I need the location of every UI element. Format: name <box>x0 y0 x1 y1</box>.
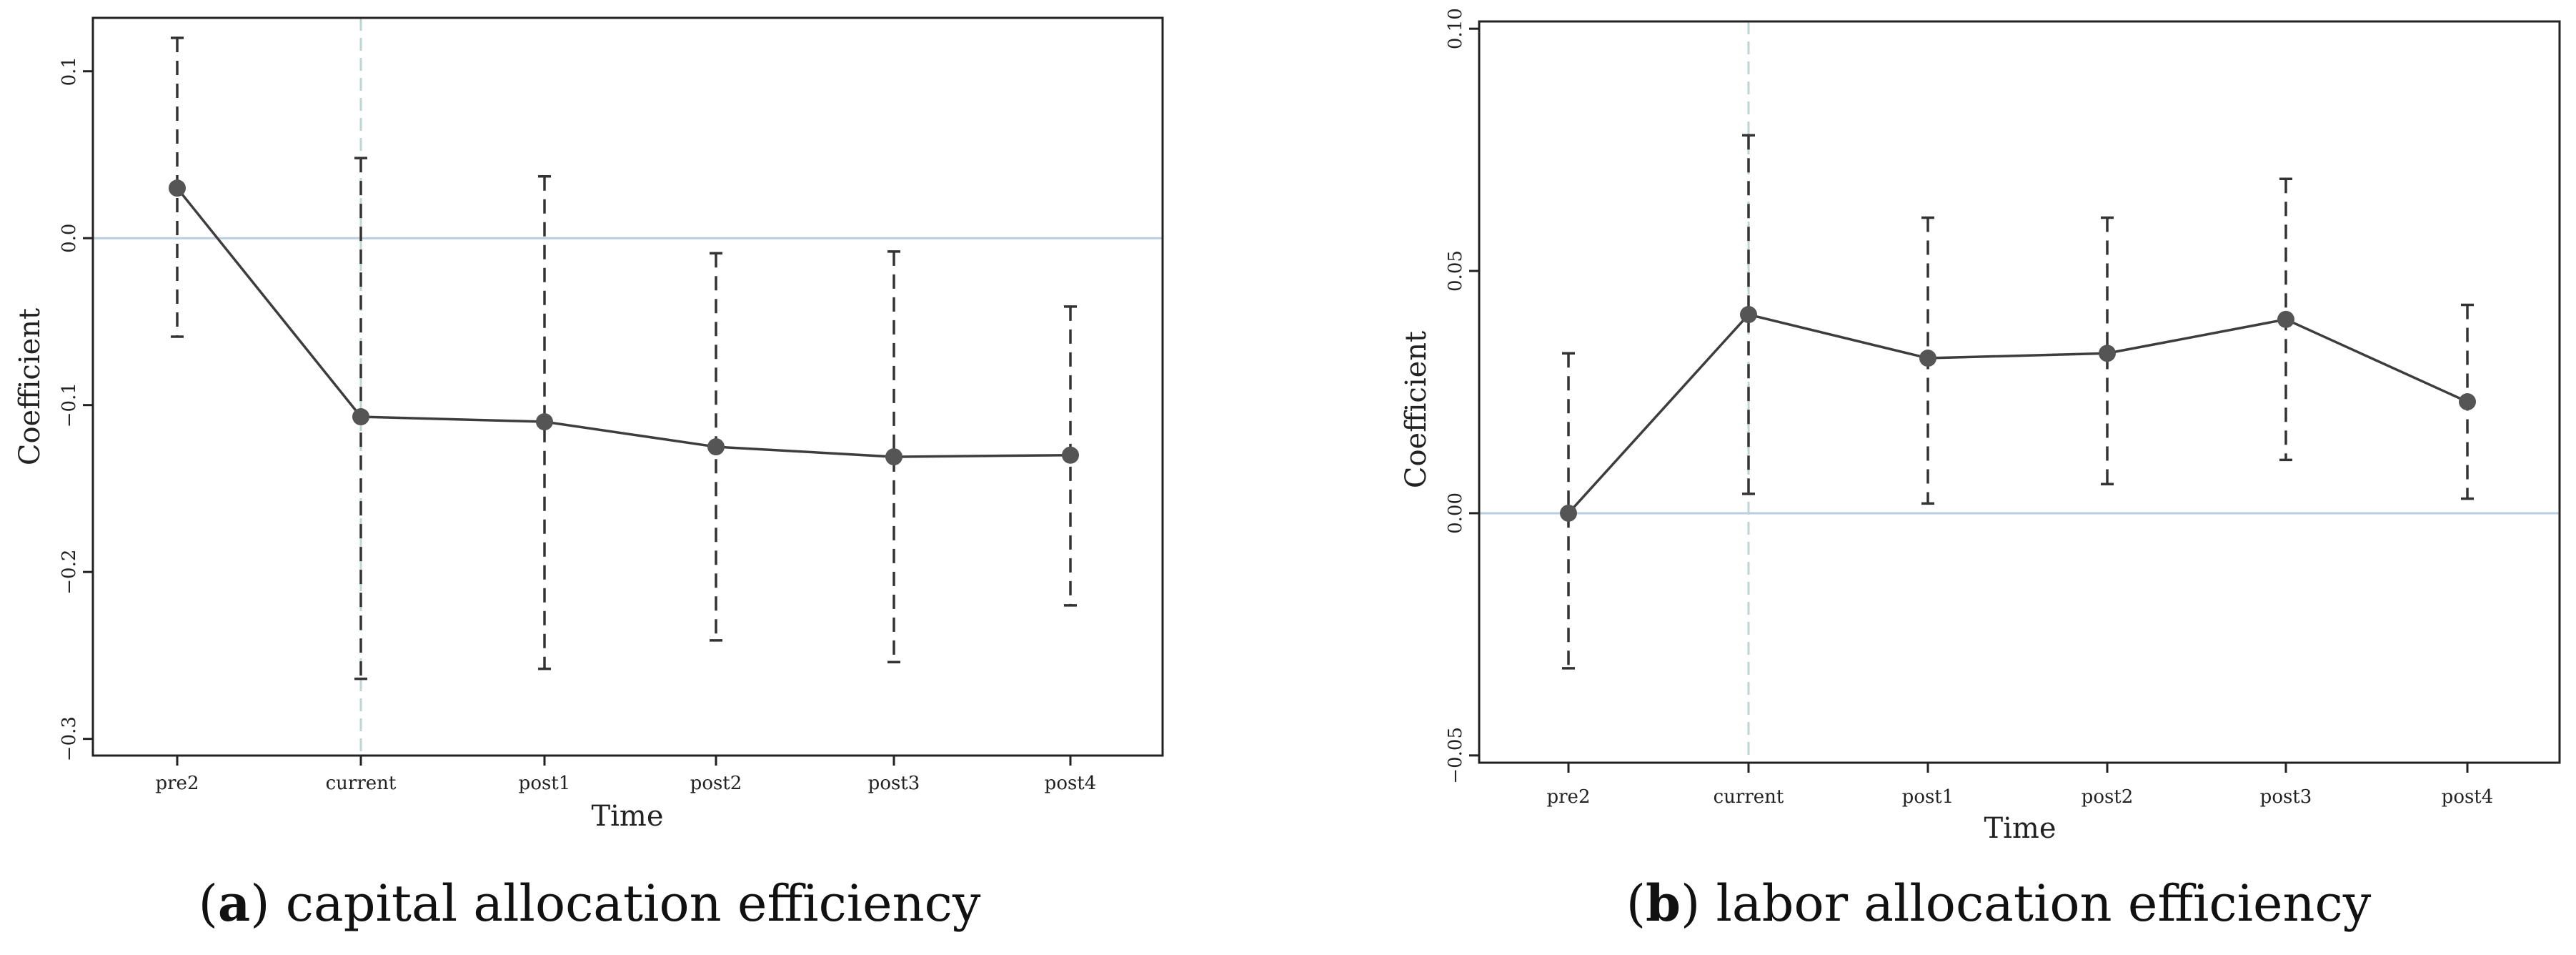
panel-b-point-post1 <box>1919 350 1936 367</box>
panel-b-point-post4 <box>2459 393 2476 411</box>
panel-a-point-post4 <box>1062 446 1079 464</box>
panel-b-x-axis-title: Time <box>1984 812 2056 845</box>
panel-b-xtick-label-pre2: pre2 <box>1546 786 1590 808</box>
panel-a-xtick-label-post1: post1 <box>519 773 571 794</box>
panel-a-y-axis: 0.1 0.0 −0.1 −0.2 −0.3 <box>59 56 93 761</box>
panel-b-point-post2 <box>2099 345 2116 362</box>
panel-b-plot-frame <box>1478 20 2561 764</box>
panel-b-caption-text: labor allocation efficiency <box>1716 874 2372 933</box>
panel-a-point-pre2 <box>169 179 186 197</box>
panel-a-ytick-label-0: 0.1 <box>59 56 80 86</box>
panel-b-point-pre2 <box>1560 504 1577 522</box>
panel-a-series <box>169 36 1079 681</box>
panel-b-labor-allocation: 0.100.050.00−0.05 pre2 current post1 post2 p… <box>1400 8 2561 933</box>
panel-a-x-axis-title: Time <box>591 800 663 833</box>
panel-b-y-axis: 0.10 0.05 0.00 −0.05 <box>1445 8 1479 784</box>
panel-a-ytick-label-2: −0.1 <box>59 382 80 427</box>
panel-b-ytick-label-2: 0.00 <box>1445 493 1466 534</box>
panel-a-caption-text: capital allocation efficiency <box>286 874 981 933</box>
panel-b-x-axis: pre2 current post1 post2 post3 post4 <box>1546 763 2493 808</box>
panel-b-xtick-label-post4: post4 <box>2442 786 2494 808</box>
panel-b-xtick-label-current: current <box>1714 786 1784 808</box>
panel-a-xtick-label-post2: post2 <box>690 773 742 794</box>
panel-a-xtick-label-pre2: pre2 <box>155 773 199 794</box>
panel-b-caption-letter: b <box>1646 874 1681 933</box>
panel-a-y-axis-title: Coefficient <box>14 308 46 465</box>
panel-b-xtick-label-post2: post2 <box>2082 786 2134 808</box>
panel-b-xtick-label-post1: post1 <box>1902 786 1954 808</box>
panel-a-x-axis: pre2 current post1 post2 post3 post4 <box>155 756 1096 794</box>
panel-b-point-post3 <box>2277 310 2294 328</box>
panel-a-ytick-label-4: −0.3 <box>59 716 80 761</box>
panel-a-ytick-label-1: 0.0 <box>59 224 80 253</box>
panel-a-ytick-label-3: −0.2 <box>59 550 80 595</box>
panel-a-point-post3 <box>885 448 902 466</box>
panel-a-point-current <box>352 408 369 426</box>
panel-a-plot-frame <box>91 16 1164 757</box>
panel-a-xtick-label-post3: post3 <box>868 773 920 794</box>
panel-a-capital-allocation: 0.1 0.0 −0.1 −0.2 −0.3 pre2 current post1 post2… <box>14 16 1164 933</box>
panel-b-y-axis-title: Coefficient <box>1400 331 1433 488</box>
panel-b-series <box>1560 134 2476 670</box>
panel-a-caption-letter: a <box>218 874 250 933</box>
panel-b-ytick-label-0: 0.10 <box>1445 8 1466 49</box>
panel-a-point-post2 <box>707 438 725 456</box>
panel-a-xtick-label-current: current <box>326 773 397 794</box>
panel-a-xtick-label-post4: post4 <box>1045 773 1097 794</box>
panel-b-xtick-label-post3: post3 <box>2260 786 2312 808</box>
panel-a-coefficient-line <box>176 187 1071 458</box>
panel-b-coefficient-line <box>1567 313 2468 515</box>
panel-b-caption: (b) labor allocation efficiency <box>1626 874 2372 933</box>
panel-b-ytick-label-1: 0.05 <box>1445 250 1466 292</box>
panel-a-caption: (a) capital allocation efficiency <box>199 874 981 933</box>
panel-b-ytick-label-3: −0.05 <box>1445 727 1466 784</box>
panel-b-point-current <box>1740 306 1757 324</box>
panel-a-point-post1 <box>536 413 553 431</box>
